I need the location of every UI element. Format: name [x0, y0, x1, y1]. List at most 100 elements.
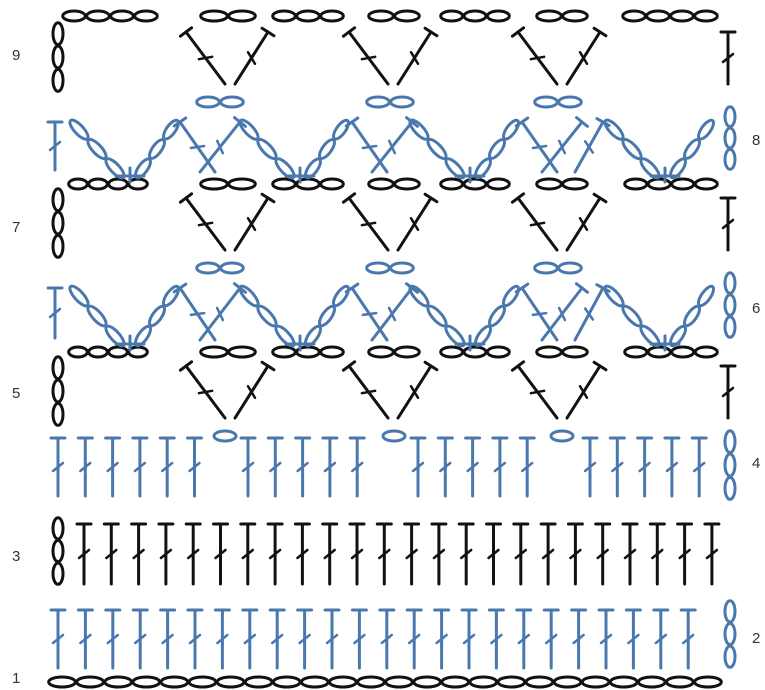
dc-stitch-icon	[298, 633, 311, 645]
chain-stitch-icon	[426, 304, 448, 328]
dc-stitch-icon	[188, 633, 202, 645]
dc-stitch-icon	[405, 548, 418, 560]
tr-stitch-icon	[172, 282, 188, 294]
tr-stitch-icon	[197, 221, 214, 227]
tr-stitch-icon	[178, 192, 194, 204]
chain-stitch-icon	[365, 261, 391, 275]
tr-stitch-icon	[529, 55, 546, 61]
tr-stitch-icon	[409, 385, 420, 399]
chain-stitch-icon	[331, 284, 351, 308]
dc-stitch-icon	[296, 461, 309, 473]
tr-stitch-icon	[404, 282, 420, 294]
chain-stitch-icon	[426, 137, 448, 161]
chain-stitch-icon	[723, 315, 737, 339]
tr-stitch-icon	[514, 282, 530, 294]
dc-stitch-icon	[678, 548, 691, 560]
chain-stitch-icon	[561, 9, 589, 23]
dc-stitch-icon	[188, 461, 201, 473]
chain-stitch-icon	[227, 9, 257, 23]
tr-stitch-icon	[361, 144, 378, 150]
chain-stitch-icon	[47, 675, 77, 689]
chain-stitch-icon	[723, 621, 737, 647]
chain-stitch-icon	[693, 177, 719, 191]
chain-stitch-icon	[319, 177, 345, 191]
tr-stitch-icon	[341, 26, 357, 38]
chain-stitch-icon	[271, 675, 302, 689]
tr-stitch-icon	[423, 192, 439, 204]
chain-stitch-icon	[723, 271, 737, 295]
dc-stitch-icon	[439, 461, 452, 473]
tr-stitch-icon	[341, 360, 357, 372]
tr-stitch-icon	[405, 116, 419, 128]
chain-stitch-icon	[670, 345, 696, 359]
tr-stitch-icon	[360, 389, 377, 395]
chain-stitch-icon	[487, 304, 507, 328]
row-number-7: 7	[12, 219, 20, 236]
row-number-9: 9	[12, 47, 20, 64]
dc-stitch-icon	[353, 633, 366, 645]
chain-stitch-icon	[367, 345, 395, 359]
tr-stitch-icon	[531, 144, 548, 150]
chain-stitch-icon	[295, 9, 321, 23]
chain-stitch-icon	[723, 126, 737, 150]
chain-stitch-icon	[535, 345, 563, 359]
dc-stitch-icon	[106, 633, 120, 645]
tr-stitch-icon	[529, 221, 546, 227]
chain-stitch-icon	[365, 95, 391, 109]
row-number-3: 3	[12, 548, 20, 565]
tr-stitch-icon	[592, 360, 608, 372]
chain-stitch-icon	[51, 210, 65, 236]
chain-stitch-icon	[187, 675, 218, 689]
tr-stitch-icon	[514, 116, 530, 128]
chain-stitch-icon	[723, 644, 737, 669]
chain-stitch-icon	[148, 138, 166, 160]
tr-stitch-icon	[531, 311, 548, 317]
chain-stitch-icon	[561, 345, 589, 359]
chain-stitch-icon	[723, 475, 737, 501]
chain-stitch-icon	[533, 261, 559, 275]
chain-stitch-icon	[332, 118, 350, 141]
tr-stitch-icon	[197, 55, 214, 61]
chain-stitch-icon	[299, 675, 330, 689]
chain-stitch-icon	[67, 345, 89, 359]
chain-stitch-icon	[109, 9, 135, 23]
dc-stitch-icon	[380, 633, 394, 645]
dc-stitch-icon	[681, 633, 695, 645]
chain-stitch-icon	[697, 118, 715, 141]
row-number-2: 2	[752, 630, 760, 647]
dc-stitch-icon	[323, 461, 337, 473]
dc-stitch-icon	[350, 461, 364, 473]
tr-stitch-icon	[215, 139, 225, 155]
chain-stitch-icon	[723, 452, 737, 478]
dc-stitch-icon	[692, 461, 706, 473]
tr-stitch-icon	[361, 311, 378, 317]
chain-stitch-icon	[51, 187, 65, 213]
tr-stitch-icon	[260, 360, 276, 372]
chain-stitch-icon	[367, 177, 395, 191]
tr-stitch-icon	[387, 139, 397, 155]
chain-stitch-icon	[199, 345, 229, 359]
dc-stitch-icon	[572, 633, 585, 645]
dc-stitch-icon	[243, 633, 257, 645]
chain-stitch-icon	[51, 538, 65, 564]
chain-stitch-icon	[85, 9, 111, 23]
chain-stitch-icon	[623, 345, 649, 359]
chain-stitch-icon	[51, 355, 65, 381]
chain-stitch-icon	[682, 304, 702, 328]
dc-stitch-icon	[466, 461, 479, 473]
chain-stitch-icon	[51, 378, 65, 404]
chain-stitch-icon	[549, 429, 575, 443]
tr-stitch-icon	[178, 26, 194, 38]
dc-stitch-icon	[596, 548, 609, 560]
dc-stitch-icon	[51, 633, 65, 645]
dc-stitch-icon	[411, 461, 425, 473]
dc-stitch-icon	[459, 548, 473, 560]
tr-stitch-icon	[232, 282, 248, 294]
chain-stitch-icon	[603, 118, 625, 141]
chain-stitch-icon	[51, 233, 65, 259]
dc-stitch-icon	[721, 52, 735, 64]
dc-stitch-icon	[517, 633, 531, 645]
chain-stitch-icon	[608, 675, 639, 689]
chain-stitch-icon	[51, 516, 65, 541]
